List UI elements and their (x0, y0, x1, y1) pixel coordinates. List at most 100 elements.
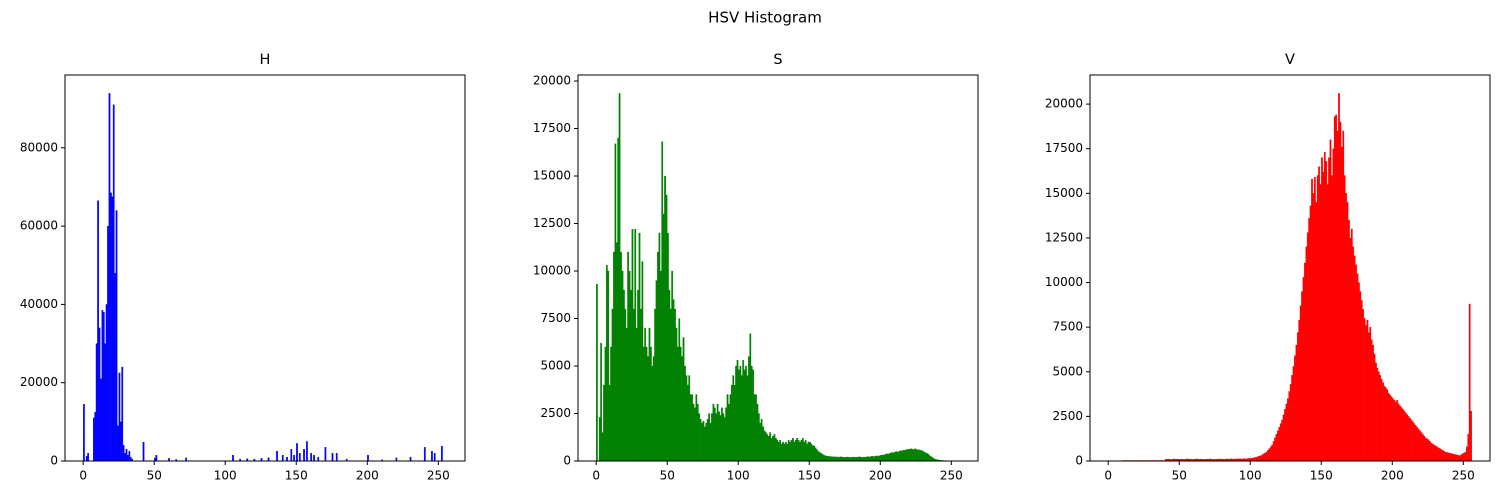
bar (1470, 410, 1472, 461)
bar (1362, 309, 1365, 461)
bar (381, 459, 384, 461)
bar (367, 454, 369, 461)
bar (828, 456, 831, 461)
x-tick-label: 250 (1452, 469, 1475, 483)
bar (1294, 355, 1296, 461)
bar (1404, 412, 1407, 461)
bar (882, 454, 885, 461)
bars (596, 93, 952, 461)
bar (885, 453, 888, 461)
bar (1407, 416, 1410, 461)
bar (723, 417, 726, 461)
bar (867, 456, 870, 461)
x-tick-label: 0 (1104, 469, 1112, 483)
bar (598, 417, 601, 461)
bar (1421, 434, 1424, 461)
bar (1301, 291, 1303, 461)
bar (1394, 401, 1397, 461)
bar (699, 419, 702, 461)
bar (755, 394, 757, 461)
bar (804, 439, 807, 461)
bar (1417, 428, 1420, 461)
bar (296, 443, 298, 461)
bar (92, 417, 95, 461)
bar (853, 456, 855, 461)
x-tick-label: 150 (798, 469, 821, 483)
bar (1429, 441, 1431, 461)
bar (1255, 456, 1258, 461)
bar (95, 343, 98, 461)
bar (1385, 387, 1387, 461)
bar (596, 284, 598, 461)
bar (1434, 445, 1437, 461)
bar (1383, 385, 1386, 461)
bar (1453, 454, 1455, 461)
bar (907, 449, 909, 461)
bar (313, 454, 315, 461)
bar (108, 93, 111, 461)
bar (912, 449, 915, 461)
bar (324, 447, 327, 461)
bar (1282, 414, 1285, 461)
bar (850, 457, 853, 461)
bar (1340, 146, 1343, 461)
bar (111, 196, 114, 461)
bar (834, 456, 837, 461)
bar (860, 457, 862, 461)
bar (331, 453, 334, 461)
bar (125, 449, 128, 461)
bar (823, 455, 826, 461)
bar (1308, 218, 1311, 461)
bar (803, 441, 806, 461)
bar (1393, 400, 1396, 461)
bar (345, 458, 348, 461)
bar (743, 369, 746, 461)
bar (253, 458, 256, 461)
bar (659, 270, 662, 461)
bar (915, 449, 918, 461)
bar (837, 457, 840, 461)
bar (703, 426, 706, 461)
bar (1261, 454, 1264, 461)
bar (691, 394, 693, 461)
bar (1260, 455, 1262, 461)
bar (624, 308, 627, 461)
bar (1322, 171, 1325, 461)
bar (756, 403, 759, 461)
bar (678, 318, 681, 461)
bar (887, 454, 889, 461)
bar (1295, 344, 1298, 461)
bar (1350, 228, 1353, 461)
bar (921, 450, 924, 461)
bar (708, 413, 710, 461)
bar (641, 261, 644, 461)
bar (1358, 282, 1360, 461)
bar (98, 327, 101, 461)
bar (1375, 362, 1377, 461)
bar (101, 310, 104, 461)
subplot-title: H (260, 52, 271, 68)
bar (813, 445, 816, 461)
y-tick-label: 15000 (533, 169, 571, 183)
bar (1363, 318, 1366, 461)
bar (817, 451, 820, 461)
bar (1402, 409, 1404, 461)
bar (433, 453, 436, 461)
bar (688, 375, 691, 461)
bar (645, 346, 648, 461)
bar (1313, 177, 1316, 461)
bar (1254, 457, 1257, 461)
axes-frame (577, 74, 979, 462)
bar (1343, 175, 1346, 461)
bar (775, 438, 777, 461)
bar (784, 441, 787, 461)
bar (1326, 184, 1329, 461)
bar (664, 175, 666, 461)
bar (841, 457, 844, 461)
bar (863, 456, 865, 461)
bar (1377, 371, 1380, 461)
bar (789, 441, 791, 461)
bar (1454, 454, 1457, 461)
bar (1285, 403, 1288, 461)
bar (679, 346, 682, 461)
